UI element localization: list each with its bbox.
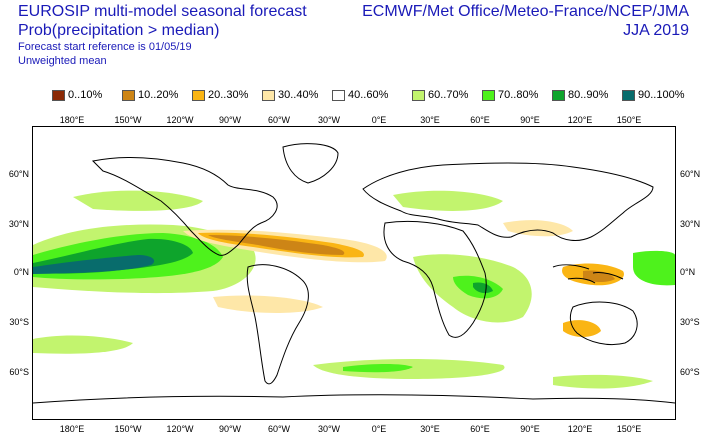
coastlines [33, 143, 675, 404]
lon-tick-bottom: 30°W [317, 424, 341, 434]
lon-tick-bottom: 60°E [470, 424, 490, 434]
lat-tick-right: 0°N [680, 267, 696, 277]
legend-label: 60..70% [428, 89, 469, 101]
shade-60-70-sw [33, 335, 133, 354]
lon-tick-top: 30°W [317, 115, 341, 125]
legend-swatch [412, 89, 425, 101]
shade-60-70-nh [73, 190, 203, 211]
legend-swatch [482, 89, 495, 101]
legend-item: 90..100% [622, 89, 684, 101]
legend-item: 20..30% [192, 89, 248, 101]
lon-tick-bottom: 90°W [218, 424, 242, 434]
legend-label: 10..20% [138, 89, 179, 101]
legend-label: 90..100% [638, 89, 685, 101]
probability-shading [33, 190, 675, 389]
lon-tick-bottom: 150°E [616, 424, 642, 434]
lon-tick-top: 150°E [616, 115, 642, 125]
legend-swatch [622, 89, 635, 101]
map-canvas [33, 143, 675, 404]
lon-tick-bottom: 120°W [166, 424, 194, 434]
shade-30-40-as [503, 220, 573, 237]
lat-tick-right: 30°S [680, 317, 700, 327]
legend-label: 70..80% [498, 89, 539, 101]
legend-item: 40..60% [332, 89, 388, 101]
legend-swatch [552, 89, 565, 101]
lon-tick-top: 180°E [59, 115, 85, 125]
lon-tick-top: 150°W [114, 115, 142, 125]
coast-africa [383, 220, 487, 338]
lon-tick-top: 0°E [371, 115, 387, 125]
lon-tick-top: 90°E [520, 115, 540, 125]
shade-90-100 [33, 255, 155, 274]
title-line-1: EUROSIP multi-model seasonal forecast [18, 3, 307, 20]
lon-tick-bottom: 60°W [267, 424, 291, 434]
legend-item: 10..20% [122, 89, 178, 101]
shade-70-80-east [633, 250, 675, 286]
legend-item: 70..80% [482, 89, 538, 101]
legend-item: 0..10% [52, 89, 102, 101]
legend-item: 30..40% [262, 89, 318, 101]
forecast-start-reference: Forecast start reference is 01/05/19 [18, 41, 192, 53]
lat-tick-left: 60°N [8, 169, 29, 179]
lon-tick-bottom: 90°E [520, 424, 540, 434]
coast-indonesia [552, 264, 624, 284]
legend-swatch [52, 89, 65, 101]
coast-eurasia [362, 162, 654, 241]
shade-30-40-sp [213, 295, 323, 313]
lon-tick-bottom: 120°E [567, 424, 593, 434]
lon-tick-top: 60°E [470, 115, 490, 125]
lat-tick-left: 60°S [9, 367, 29, 377]
legend-item: 80..90% [552, 89, 608, 101]
lon-tick-bottom: 150°W [114, 424, 142, 434]
lon-tick-top: 30°E [420, 115, 440, 125]
lon-tick-top: 120°W [166, 115, 194, 125]
legend-swatch [122, 89, 135, 101]
legend-swatch [332, 89, 345, 101]
legend-item: 60..70% [412, 89, 468, 101]
lon-tick-top: 60°W [267, 115, 291, 125]
legend-label: 0..10% [68, 89, 103, 101]
lat-tick-right: 30°N [680, 219, 701, 229]
legend-swatch [192, 89, 205, 101]
season-label: JJA 2019 [623, 22, 689, 39]
legend-label: 30..40% [278, 89, 319, 101]
mean-type: Unweighted mean [18, 55, 107, 67]
lat-tick-left: 30°N [8, 219, 29, 229]
coast-australia [569, 301, 638, 346]
title-line-2: Prob(precipitation > median) [18, 22, 220, 39]
shade-60-70-so [313, 359, 505, 379]
lat-tick-right: 60°N [680, 169, 701, 179]
coast-north-america [91, 156, 278, 256]
legend-label: 20..30% [208, 89, 249, 101]
coast-south-america [246, 264, 309, 385]
legend-label: 80..90% [568, 89, 609, 101]
lon-tick-bottom: 30°E [420, 424, 440, 434]
forecast-centres: ECMWF/Met Office/Meteo-France/NCEP/JMA [362, 3, 689, 20]
lon-tick-bottom: 0°E [371, 424, 387, 434]
legend-label: 40..60% [348, 89, 389, 101]
coast-greenland [282, 143, 339, 184]
probability-map [32, 126, 676, 420]
shade-80-90-af [473, 282, 493, 294]
lat-tick-right: 60°S [680, 367, 700, 377]
shade-70-80-so [343, 364, 413, 373]
lon-tick-bottom: 180°E [59, 424, 85, 434]
shade-60-70-eu [393, 190, 503, 211]
lon-tick-top: 90°W [218, 115, 242, 125]
lon-tick-top: 120°E [567, 115, 593, 125]
shade-60-70-s2 [553, 374, 653, 389]
shade-20-30-aus [563, 320, 601, 337]
coast-antarctica [33, 394, 675, 404]
lat-tick-left: 30°S [9, 317, 29, 327]
lat-tick-left: 0°N [13, 267, 29, 277]
legend-swatch [262, 89, 275, 101]
